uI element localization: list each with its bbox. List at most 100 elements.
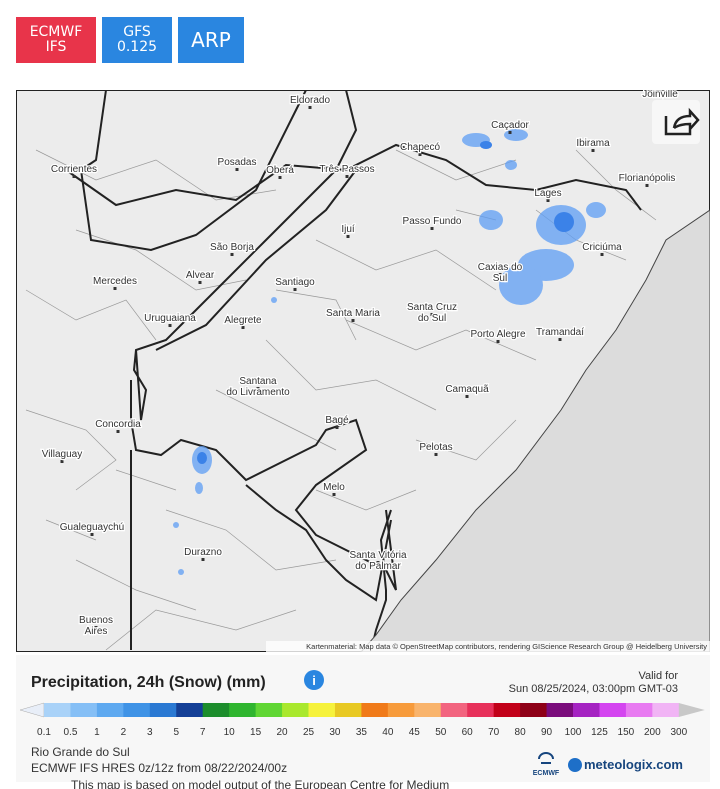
city-dot [198, 281, 202, 284]
scale-label: 0.1 [37, 727, 51, 738]
legend-swatch [361, 703, 389, 717]
city-dot [465, 395, 469, 398]
legend-swatch [149, 703, 177, 717]
city-label: Posadas [218, 157, 257, 168]
legend-title: Precipitation, 24h (Snow) (mm) [31, 674, 266, 691]
legend-swatch [44, 703, 71, 717]
legend-swatch [202, 703, 230, 717]
city-label: Buenos [79, 615, 113, 626]
city-dot [293, 288, 297, 291]
legend-arrow-high [678, 703, 705, 717]
city-dot [256, 387, 260, 390]
city-dot [558, 338, 562, 341]
button-label: ARP [191, 27, 231, 52]
city-label: Durazno [184, 547, 222, 558]
scale-label: 2 [121, 727, 127, 738]
city-dot [94, 626, 98, 629]
legend-bg [16, 655, 710, 782]
model-button[interactable]: ECMWF IFS [16, 17, 96, 63]
city-label: Gualeguaychú [60, 522, 125, 533]
city-dot [376, 561, 380, 564]
scale-label: 70 [488, 727, 500, 738]
city-dot [346, 235, 350, 238]
city-dot [235, 168, 239, 171]
model-button[interactable]: GFS 0.125 [102, 17, 172, 63]
city-dot [430, 227, 434, 230]
city-label: São Borja [210, 242, 254, 253]
city-dot [434, 453, 438, 456]
city-label: Florianópolis [619, 173, 676, 184]
scale-label: 30 [329, 727, 341, 738]
scale-label: 0.5 [63, 727, 77, 738]
legend-swatch [467, 703, 495, 717]
scale-label: 15 [250, 727, 262, 738]
city-label: Caxias do [478, 262, 523, 273]
city-labels: Eldorado Joinville Caçador Chapecó Ibirama Fl… [41, 90, 680, 638]
legend-swatch [387, 703, 415, 717]
city-label: Joinville [642, 90, 678, 100]
city-label: Alegrete [224, 315, 262, 326]
scale-label: 5 [173, 727, 179, 738]
precip-areas [173, 129, 606, 575]
city-dot [418, 153, 422, 156]
country-borders [65, 90, 642, 652]
city-label: Pelotas [419, 442, 452, 453]
legend-swatch [176, 703, 204, 717]
legend-swatch [414, 703, 442, 717]
legend-swatch [308, 703, 336, 717]
city-label: Uruguaiana [144, 313, 196, 324]
legend-swatch [625, 703, 653, 717]
city-label: Passo Fundo [403, 216, 462, 227]
scale-label: 90 [541, 727, 553, 738]
city-dot [113, 287, 117, 290]
city-dot [645, 184, 649, 187]
model-run: ECMWF IFS HRES 0z/12z from 08/22/2024/00… [31, 761, 287, 775]
city-label: Santana [239, 376, 277, 387]
city-label: Santa Cruz [407, 302, 457, 313]
city-dot [345, 175, 349, 178]
city-label: do Sul [418, 313, 446, 324]
city-label: Três Passos [319, 164, 374, 175]
city-label: Mercedes [93, 276, 137, 287]
city-label: Ijuí [341, 224, 355, 235]
legend-swatch [70, 703, 98, 717]
site-logo[interactable]: meteologix.com [584, 757, 683, 772]
city-dot [591, 149, 595, 152]
legend-swatch [573, 703, 600, 717]
button-label: 0.125 [116, 39, 158, 55]
city-label: Concordia [95, 419, 141, 430]
city-dot [230, 253, 234, 256]
city-label: Bagé [325, 415, 349, 426]
scale-label: 50 [435, 727, 447, 738]
scale-label: 7 [200, 727, 206, 738]
city-label: Eldorado [290, 95, 330, 106]
city-dot [60, 460, 64, 463]
info-icon: i [312, 673, 316, 688]
city-label: Criciúma [582, 242, 622, 253]
scale-label: 300 [670, 727, 687, 738]
scale-label: 80 [515, 727, 527, 738]
scale-label: 20 [276, 727, 288, 738]
scale-label: 45 [409, 727, 421, 738]
legend-swatch [652, 703, 680, 717]
city-dot [116, 430, 120, 433]
button-label: IFS [45, 39, 67, 55]
city-label: Oberá [266, 165, 294, 176]
legend-swatch [546, 703, 574, 717]
city-dot [308, 106, 312, 109]
attribution: Kartenmaterial: Map data © OpenStreetMap… [306, 642, 707, 651]
city-label: Melo [323, 482, 345, 493]
city-dot [201, 558, 205, 561]
scale-label: 100 [565, 727, 582, 738]
city-label: Porto Alegre [470, 329, 525, 340]
scale-label: 150 [618, 727, 635, 738]
ecmwf-logo: ECMWF [533, 770, 560, 777]
info-button[interactable] [304, 670, 324, 690]
city-dot [496, 340, 500, 343]
city-dot [335, 426, 339, 429]
model-button[interactable]: ARP [178, 17, 244, 63]
legend-swatch [229, 703, 257, 717]
city-label: Villaguay [42, 449, 82, 460]
city-label: Caçador [491, 120, 529, 131]
